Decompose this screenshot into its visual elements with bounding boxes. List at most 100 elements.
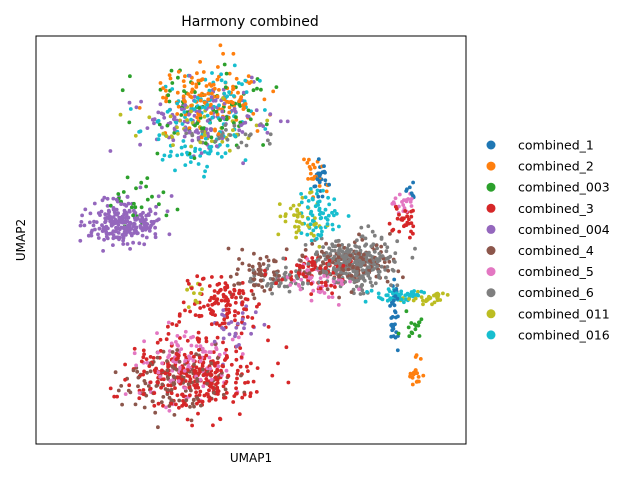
data-point-combined-003 bbox=[237, 102, 242, 107]
data-point-combined-016 bbox=[232, 94, 236, 98]
data-point-combined-004 bbox=[128, 222, 133, 226]
data-point-combined-4 bbox=[252, 296, 257, 301]
data-point-combined-4 bbox=[252, 251, 256, 256]
data-point-combined-4 bbox=[223, 387, 228, 392]
data-point-combined-004 bbox=[221, 336, 226, 341]
data-point-combined-3 bbox=[232, 288, 237, 293]
data-point-combined-5 bbox=[137, 391, 142, 395]
data-point-combined-004 bbox=[127, 209, 132, 214]
data-point-combined-3 bbox=[192, 368, 197, 373]
data-point-combined-3 bbox=[204, 353, 209, 358]
legend-marker-combined-011 bbox=[486, 309, 496, 319]
data-point-combined-2 bbox=[176, 104, 181, 109]
data-point-combined-4 bbox=[172, 413, 177, 417]
data-point-combined-2 bbox=[175, 90, 180, 95]
data-point-combined-011 bbox=[118, 112, 123, 117]
data-point-combined-011 bbox=[164, 134, 169, 139]
data-point-combined-5 bbox=[201, 384, 206, 389]
data-point-combined-2 bbox=[221, 51, 226, 56]
data-point-combined-6 bbox=[278, 281, 283, 285]
data-point-combined-4 bbox=[143, 381, 148, 386]
data-point-combined-3 bbox=[151, 356, 156, 360]
data-point-combined-3 bbox=[238, 364, 243, 369]
data-point-combined-4 bbox=[177, 359, 182, 364]
data-point-combined-3 bbox=[245, 315, 250, 319]
data-point-combined-004 bbox=[80, 213, 84, 218]
scatter-points bbox=[78, 43, 450, 430]
data-point-combined-003 bbox=[417, 320, 421, 325]
data-point-combined-016 bbox=[189, 117, 193, 122]
data-point-combined-3 bbox=[228, 290, 232, 295]
data-point-combined-3 bbox=[249, 289, 254, 293]
data-point-combined-016 bbox=[263, 127, 268, 131]
data-point-combined-003 bbox=[248, 117, 253, 122]
data-point-combined-6 bbox=[395, 239, 400, 244]
data-point-combined-2 bbox=[194, 85, 199, 89]
data-point-combined-016 bbox=[404, 297, 408, 302]
data-point-combined-016 bbox=[244, 90, 249, 94]
data-point-combined-6 bbox=[373, 281, 378, 286]
data-point-combined-011 bbox=[277, 202, 282, 207]
data-point-combined-004 bbox=[261, 124, 265, 128]
legend-label-combined-4: combined_4 bbox=[518, 243, 594, 258]
data-point-combined-003 bbox=[192, 156, 197, 161]
data-point-combined-3 bbox=[216, 389, 221, 393]
data-point-combined-003 bbox=[261, 143, 265, 147]
data-point-combined-4 bbox=[357, 232, 361, 237]
data-point-combined-3 bbox=[397, 212, 401, 217]
data-point-combined-011 bbox=[296, 225, 301, 229]
data-point-combined-016 bbox=[308, 222, 313, 227]
data-point-combined-011 bbox=[309, 231, 314, 236]
data-point-combined-004 bbox=[97, 226, 102, 231]
data-point-combined-3 bbox=[215, 335, 220, 340]
data-point-combined-004 bbox=[124, 212, 129, 217]
data-point-combined-1 bbox=[391, 301, 395, 306]
data-point-combined-3 bbox=[152, 403, 157, 408]
data-point-combined-4 bbox=[150, 399, 155, 404]
data-point-combined-3 bbox=[211, 423, 215, 428]
data-point-combined-003 bbox=[132, 201, 136, 206]
data-point-combined-3 bbox=[393, 204, 398, 209]
data-point-combined-4 bbox=[234, 272, 239, 276]
data-point-combined-016 bbox=[320, 229, 324, 234]
data-point-combined-6 bbox=[363, 243, 367, 248]
data-point-combined-016 bbox=[305, 205, 310, 210]
data-point-combined-003 bbox=[182, 89, 186, 93]
data-point-combined-016 bbox=[310, 218, 315, 223]
data-point-combined-2 bbox=[307, 157, 311, 162]
data-point-combined-3 bbox=[224, 303, 229, 308]
data-point-combined-2 bbox=[195, 115, 200, 120]
data-point-combined-011 bbox=[185, 287, 190, 292]
data-point-combined-3 bbox=[248, 394, 253, 399]
data-point-combined-3 bbox=[182, 352, 187, 357]
data-point-combined-004 bbox=[111, 196, 116, 201]
data-point-combined-4 bbox=[175, 348, 180, 352]
data-point-combined-3 bbox=[228, 303, 232, 307]
data-point-combined-016 bbox=[219, 78, 224, 83]
data-point-combined-004 bbox=[96, 232, 100, 237]
data-point-combined-3 bbox=[224, 354, 229, 358]
data-point-combined-016 bbox=[207, 145, 212, 149]
data-point-combined-3 bbox=[237, 288, 242, 293]
data-point-combined-5 bbox=[123, 392, 128, 396]
data-point-combined-3 bbox=[161, 403, 165, 408]
data-point-combined-5 bbox=[339, 278, 344, 283]
data-point-combined-4 bbox=[161, 395, 166, 399]
data-point-combined-016 bbox=[198, 147, 202, 152]
data-point-combined-004 bbox=[253, 310, 258, 315]
data-point-combined-3 bbox=[240, 302, 245, 307]
data-point-combined-016 bbox=[376, 291, 381, 296]
data-point-combined-4 bbox=[348, 253, 353, 258]
data-point-combined-6 bbox=[361, 291, 366, 296]
data-point-combined-3 bbox=[236, 311, 241, 315]
legend-label-combined-5: combined_5 bbox=[518, 264, 594, 279]
data-point-combined-4 bbox=[259, 271, 263, 276]
data-point-combined-5 bbox=[182, 334, 187, 339]
data-point-combined-1 bbox=[320, 194, 325, 199]
data-point-combined-2 bbox=[305, 161, 310, 165]
data-point-combined-3 bbox=[224, 391, 229, 395]
data-point-combined-003 bbox=[223, 85, 228, 90]
data-point-combined-003 bbox=[127, 74, 132, 79]
data-point-combined-4 bbox=[361, 257, 366, 262]
data-point-combined-3 bbox=[226, 299, 231, 303]
